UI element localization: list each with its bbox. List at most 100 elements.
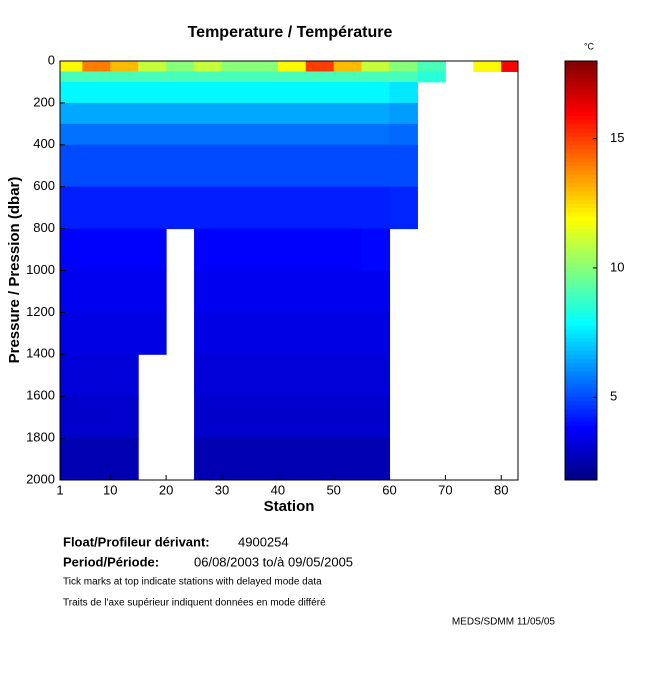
heat-cell xyxy=(110,61,139,72)
heat-cell xyxy=(166,61,195,72)
colorbar-step xyxy=(565,203,597,209)
heat-cell xyxy=(82,354,111,397)
colorbar-step xyxy=(565,459,597,464)
heat-cell xyxy=(305,81,335,104)
colorbar-step xyxy=(565,102,597,108)
x-tick-label: 70 xyxy=(438,482,452,497)
heat-cell xyxy=(110,81,139,104)
heat-cell xyxy=(389,61,418,72)
colorbar-step xyxy=(565,337,597,343)
heat-cell xyxy=(221,123,251,146)
colorbar-frame xyxy=(564,60,598,481)
colorbar-step xyxy=(565,207,597,213)
heat-cell xyxy=(333,186,363,230)
colorbar-step xyxy=(565,69,597,75)
colorbar-step xyxy=(565,211,597,217)
x-tick-label: 60 xyxy=(382,482,396,497)
colorbar-step xyxy=(565,262,597,267)
heat-cell xyxy=(389,144,418,188)
heat-cell xyxy=(333,312,363,355)
heat-cell xyxy=(277,396,307,439)
heat-cell xyxy=(249,144,279,188)
heat-cell xyxy=(249,81,279,104)
heat-cell xyxy=(305,270,335,313)
heat-cell xyxy=(361,144,391,188)
heat-cell xyxy=(82,312,111,355)
colorbar-step xyxy=(565,425,597,431)
heat-cell xyxy=(333,270,363,313)
colorbar-step xyxy=(565,371,597,376)
heat-cell xyxy=(305,102,335,125)
heat-cell xyxy=(110,123,139,146)
colorbar-step xyxy=(565,308,597,313)
colorbar-step xyxy=(565,190,597,196)
colorbar-step xyxy=(565,392,597,397)
y-tick-label: 200 xyxy=(33,94,55,109)
colorbar-step xyxy=(565,312,597,318)
heat-cell xyxy=(249,61,279,72)
heat-cell xyxy=(82,438,111,481)
heat-cell xyxy=(305,123,335,146)
heat-cell xyxy=(249,354,279,397)
heat-cell xyxy=(166,123,195,146)
heat-cell xyxy=(389,186,418,230)
note-en: Tick marks at top indicate stations with… xyxy=(63,577,322,588)
heat-cell xyxy=(138,61,167,72)
heat-cell xyxy=(305,354,335,397)
colorbar-step xyxy=(565,86,597,91)
colorbar-tick-label: 5 xyxy=(610,389,617,404)
heat-cell xyxy=(138,144,167,188)
heat-cell xyxy=(82,61,111,72)
heat-cell xyxy=(277,61,307,72)
colorbar-step xyxy=(565,345,597,351)
colorbar-step xyxy=(565,463,597,468)
colorbar-step xyxy=(565,140,597,146)
colorbar-step xyxy=(565,107,597,112)
heat-cell xyxy=(277,144,307,188)
x-tick-label: 1 xyxy=(56,482,63,497)
period-label: Period/Période: xyxy=(63,554,159,569)
colorbar-step xyxy=(565,278,597,284)
colorbar-step xyxy=(565,450,597,456)
heat-cell xyxy=(221,81,251,104)
colorbar-step xyxy=(565,241,597,246)
heat-cell xyxy=(138,270,167,313)
colorbar-step xyxy=(565,412,597,418)
heat-cell xyxy=(389,102,418,125)
colorbar-step xyxy=(565,77,597,83)
heat-cell xyxy=(194,144,223,188)
heat-cell xyxy=(82,270,111,313)
heat-cell xyxy=(60,61,83,72)
colorbar-step xyxy=(565,375,597,380)
colorbar-step xyxy=(565,236,597,242)
heat-cell xyxy=(305,144,335,188)
colorbar-step xyxy=(565,161,597,167)
colorbar-step xyxy=(565,178,597,184)
heat-cell xyxy=(82,123,111,146)
colorbar-step xyxy=(565,299,597,305)
heat-cell xyxy=(417,61,446,72)
colorbar-step xyxy=(565,195,597,200)
heat-cell xyxy=(110,270,139,313)
heat-cell xyxy=(138,312,167,355)
heat-cell xyxy=(194,438,223,481)
heat-cell xyxy=(277,228,307,271)
y-tick-label: 800 xyxy=(33,220,55,235)
colorbar-step xyxy=(565,81,597,87)
period: 06/08/2003 to/à 09/05/2005 xyxy=(194,554,353,569)
colorbar-step xyxy=(565,245,597,251)
heat-cell xyxy=(166,71,195,83)
y-tick-label: 1800 xyxy=(26,430,55,445)
colorbar-step xyxy=(565,128,597,133)
heat-cell xyxy=(60,396,83,439)
heat-cell xyxy=(60,438,83,481)
heat-cell xyxy=(221,270,251,313)
heat-cell xyxy=(333,396,363,439)
heat-cell xyxy=(249,228,279,271)
colorbar-step xyxy=(565,182,597,188)
colorbar-step xyxy=(565,224,597,230)
heat-cell xyxy=(82,81,111,104)
y-tick-label: 0 xyxy=(48,52,55,67)
heat-cell xyxy=(194,312,223,355)
heat-cell xyxy=(249,312,279,355)
